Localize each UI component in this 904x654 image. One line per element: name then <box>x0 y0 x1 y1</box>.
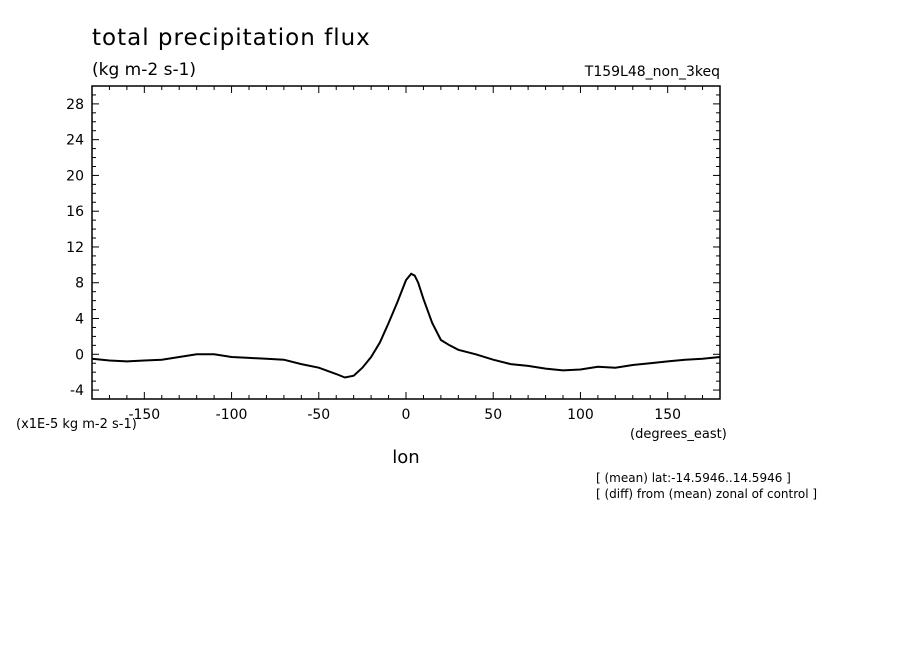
chart-subtitle-units: (kg m-2 s-1) <box>92 60 196 80</box>
series-line <box>91 272 721 379</box>
x-tick-label: 150 <box>654 407 681 423</box>
annotation-lat-range: [ (mean) lat:-14.5946..14.5946 ] <box>596 471 791 485</box>
y-tick-label: 28 <box>66 97 84 113</box>
y-tick-label: 24 <box>66 133 84 149</box>
x-axis-units: (degrees_east) <box>630 427 727 442</box>
y-tick-label: 16 <box>66 204 84 220</box>
plot-frame <box>91 85 721 400</box>
x-tick-label: 50 <box>484 407 502 423</box>
x-tick-label: -50 <box>307 407 330 423</box>
y-tick-label: -4 <box>70 383 84 399</box>
y-scale-label: (x1E-5 kg m-2 s-1) <box>16 417 137 432</box>
x-axis-label: lon <box>392 447 419 468</box>
x-tick-label: 100 <box>567 407 594 423</box>
y-tick-label: 8 <box>75 276 84 292</box>
y-tick-label: 4 <box>75 312 84 328</box>
experiment-label: T159L48_non_3keq <box>584 64 720 80</box>
y-tick-label: 20 <box>66 168 84 184</box>
x-tick-label: -150 <box>128 407 160 423</box>
y-tick-label: 12 <box>66 240 84 256</box>
y-tick-label: 0 <box>75 347 84 363</box>
x-tick-label: 0 <box>402 407 411 423</box>
chart-title: total precipitation flux <box>92 25 371 51</box>
x-tick-label: -100 <box>216 407 248 423</box>
y-axis: -4 0 4 8 12 16 20 24 28 <box>66 85 720 400</box>
x-axis: -150 -100 -50 0 50 100 150 <box>108 86 704 423</box>
annotation-diff-note: [ (diff) from (mean) zonal of control ] <box>596 487 817 501</box>
